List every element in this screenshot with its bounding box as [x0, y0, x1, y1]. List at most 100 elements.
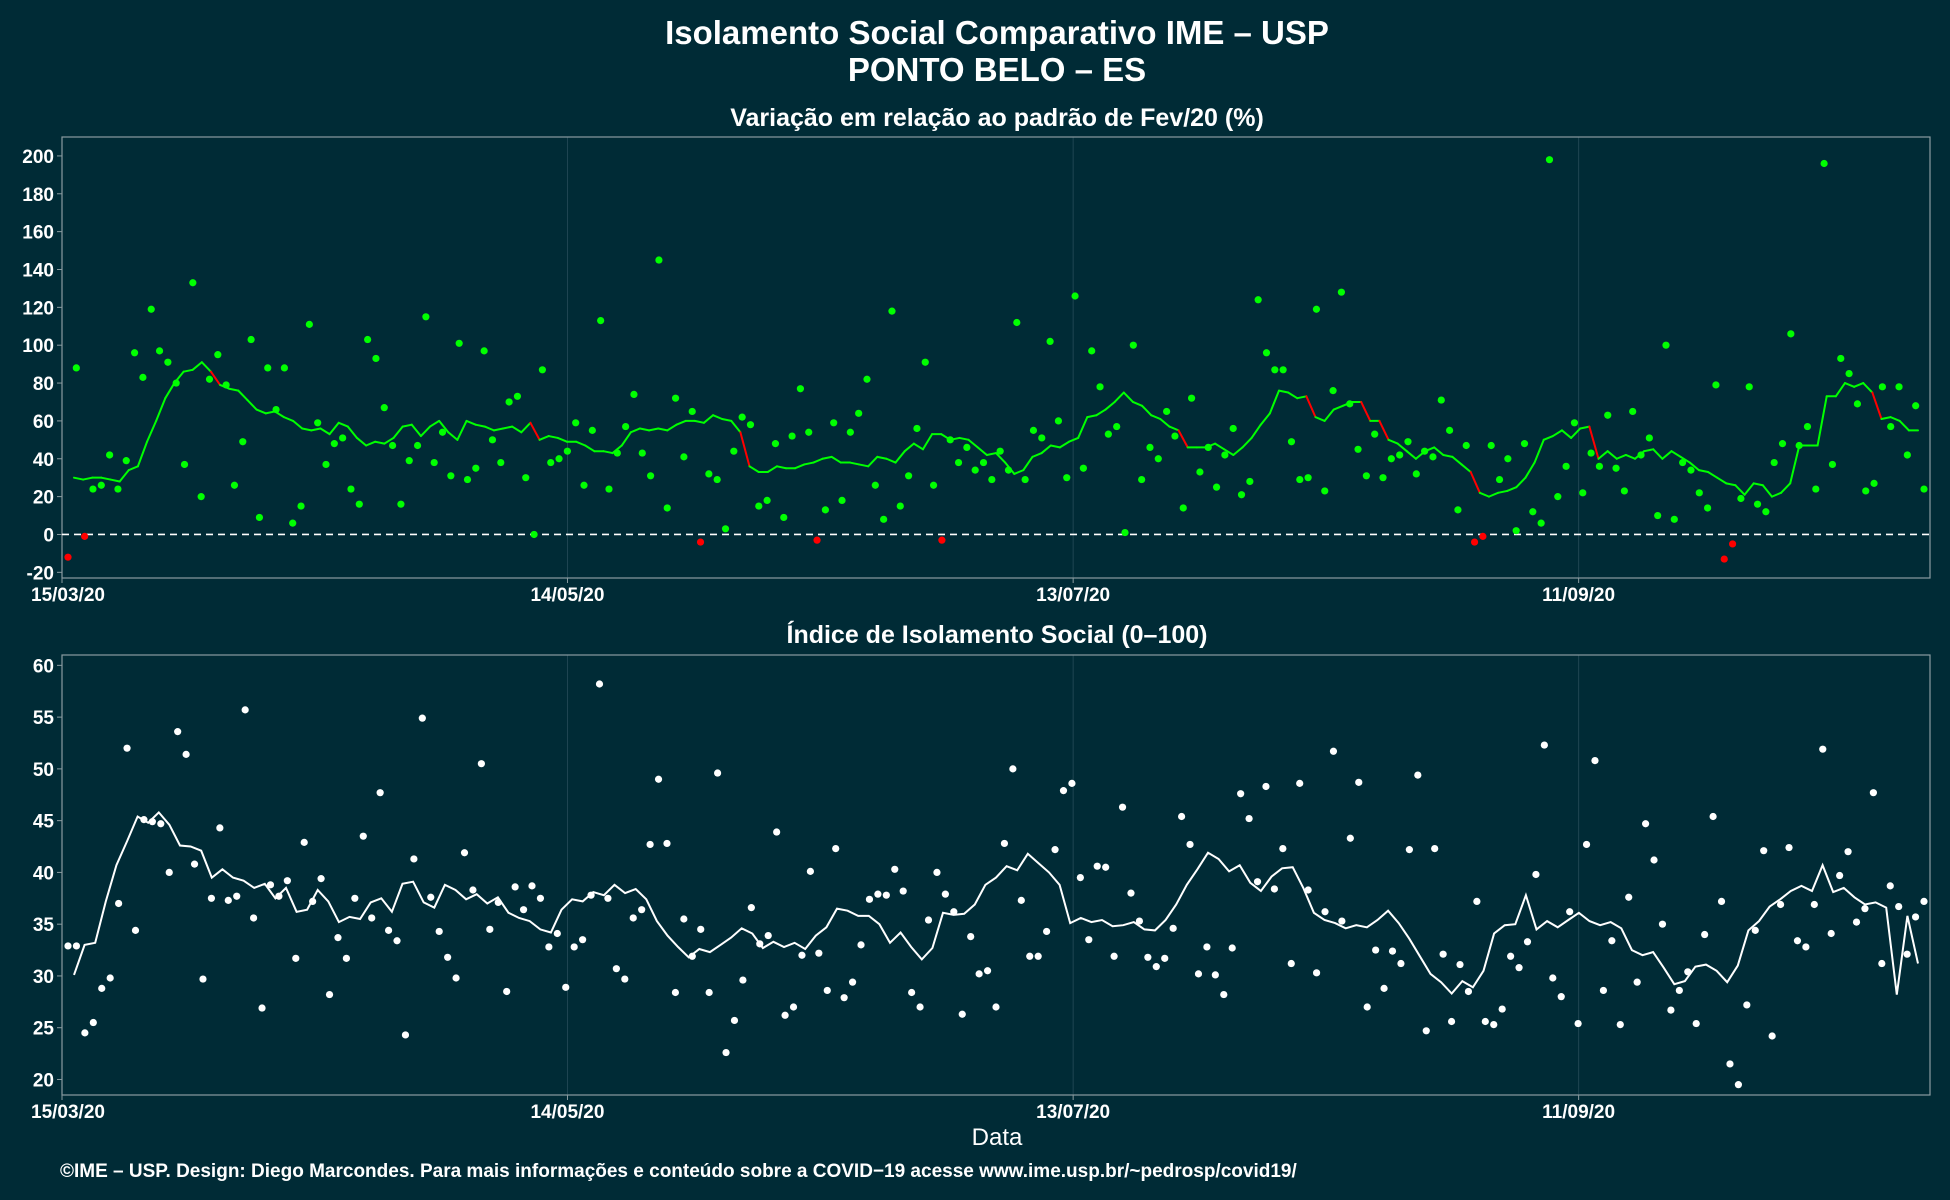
moving-average-segment	[1214, 442, 1226, 451]
y-tick-label: 45	[33, 812, 55, 833]
moving-average-segment	[1451, 455, 1463, 466]
y-tick-label: 60	[33, 656, 54, 677]
moving-average-segment	[346, 425, 358, 439]
data-point	[1717, 897, 1726, 906]
moving-average-segment	[1259, 412, 1271, 426]
data-point	[553, 929, 561, 938]
y-tick-label: 55	[33, 708, 55, 729]
data-point	[130, 349, 139, 357]
data-point	[190, 860, 199, 868]
x-tick-label: 15/03/20	[31, 585, 105, 606]
moving-average-segment	[1022, 455, 1034, 472]
moving-average-segment	[1305, 395, 1317, 419]
moving-average-segment	[1031, 452, 1043, 458]
data-point	[1121, 528, 1129, 537]
moving-average-line	[73, 810, 1919, 995]
data-point	[1887, 422, 1895, 431]
data-point	[1445, 426, 1454, 434]
data-point	[730, 1016, 739, 1025]
variation-panel: -20 0 20 40 60 80 100 120 140 160 180 200 15/03/20 14…	[22, 136, 1931, 606]
data-point	[1270, 885, 1278, 893]
data-point	[1836, 871, 1844, 880]
data-point	[888, 307, 896, 315]
data-point	[1687, 466, 1695, 474]
data-point	[266, 881, 275, 889]
data-point	[1760, 847, 1768, 855]
x-tick-label: 13/07/20	[1036, 585, 1110, 606]
data-point	[563, 447, 571, 455]
data-point	[1362, 472, 1370, 480]
data-point	[773, 828, 781, 836]
data-point	[1178, 812, 1186, 821]
data-point	[1637, 451, 1645, 459]
data-point	[1878, 959, 1886, 968]
moving-average-segment	[995, 452, 1007, 464]
data-point	[513, 392, 522, 400]
moving-average-segment	[1250, 423, 1262, 439]
moving-average-segment	[200, 361, 212, 373]
moving-average-segment	[894, 450, 906, 464]
data-point	[1795, 441, 1803, 450]
moving-average-segment	[1889, 416, 1901, 422]
moving-average-segment	[255, 408, 267, 415]
data-point	[1645, 434, 1653, 442]
data-point	[393, 937, 401, 945]
data-point	[913, 424, 921, 433]
data-point	[444, 953, 452, 961]
moving-average-segment	[1880, 416, 1892, 421]
data-point	[688, 407, 696, 416]
data-point	[1911, 913, 1920, 921]
moving-average-segment	[1752, 482, 1764, 487]
data-point	[924, 916, 933, 924]
data-point	[755, 502, 763, 510]
data-point	[663, 839, 671, 848]
data-point	[796, 385, 805, 393]
data-point	[258, 1004, 266, 1012]
moving-average-segment	[1241, 436, 1253, 449]
data-point	[988, 475, 996, 484]
data-point	[1540, 741, 1548, 749]
data-point	[1545, 156, 1554, 164]
data-point	[1903, 451, 1911, 459]
data-point	[1196, 468, 1204, 476]
moving-average-segment	[228, 387, 240, 392]
data-point	[1470, 538, 1479, 546]
moving-average-segment	[803, 461, 815, 466]
data-point	[1372, 946, 1380, 954]
data-point	[622, 422, 630, 431]
data-point	[522, 474, 530, 482]
moving-average-segment	[1122, 391, 1134, 403]
data-point	[579, 936, 587, 944]
moving-average-segment	[1661, 450, 1673, 460]
moving-average-segment	[629, 427, 641, 434]
moving-average-segment	[1268, 389, 1280, 415]
moving-average-segment	[100, 476, 112, 481]
x-axis-label: Data	[972, 1124, 1023, 1151]
moving-average-segment	[337, 421, 349, 428]
data-point	[1604, 411, 1612, 419]
data-point	[1734, 1081, 1742, 1089]
panel-2-title: Índice de Isolamento Social (0–100)	[787, 620, 1208, 649]
data-point	[1803, 422, 1812, 431]
data-point	[1212, 483, 1221, 491]
moving-average-segment	[146, 419, 158, 443]
data-point	[857, 941, 865, 949]
moving-average-segment	[1223, 448, 1235, 456]
data-point	[1102, 863, 1110, 871]
data-point	[855, 409, 863, 417]
data-point	[929, 481, 938, 489]
data-point	[530, 530, 538, 539]
moving-average-segment	[1433, 446, 1445, 456]
moving-average-segment	[1460, 463, 1472, 474]
data-point	[630, 390, 638, 399]
data-point	[1787, 330, 1795, 338]
moving-average-segment	[191, 361, 203, 371]
data-point	[1396, 451, 1404, 459]
data-point	[832, 845, 840, 853]
moving-average-segment	[474, 423, 486, 428]
data-point	[1051, 846, 1059, 854]
x-tick-label: 14/05/20	[530, 1102, 604, 1123]
data-point	[438, 428, 447, 436]
data-point	[1837, 354, 1845, 363]
data-point	[1211, 971, 1219, 979]
